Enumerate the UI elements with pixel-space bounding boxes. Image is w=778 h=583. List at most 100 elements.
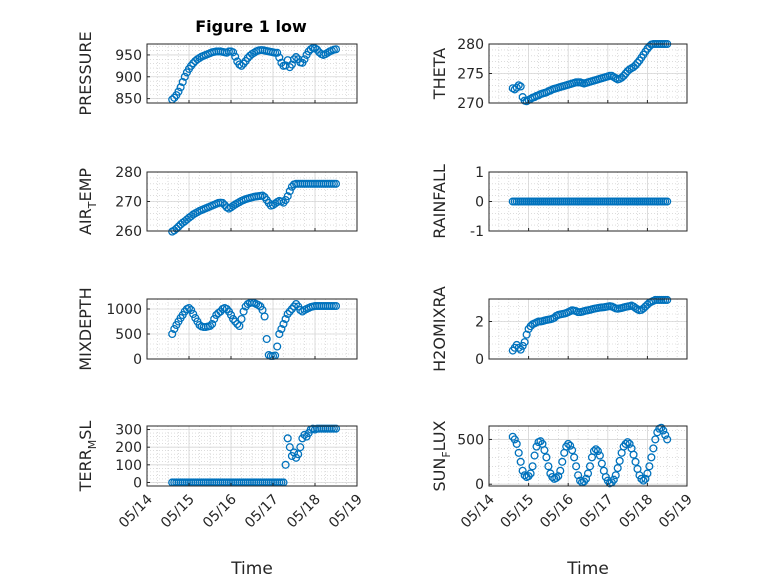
subplot-terr-msl-ytick-label: 300 xyxy=(115,423,142,439)
subplot-rainfall-ytick-label: -1 xyxy=(470,224,484,240)
subplot-mixdepth-point xyxy=(239,307,248,316)
subplot-sun-flux-point xyxy=(554,472,563,481)
subplot-mixdepth-point xyxy=(298,307,307,316)
subplot-sun-flux-point xyxy=(639,476,648,485)
subplot-terr-msl-ylabel: TERRMSL xyxy=(76,421,99,493)
subplot-sun-flux-point xyxy=(613,464,622,473)
subplot-h2omixra-ytick-label: 2 xyxy=(475,315,484,331)
subplot-pressure-point xyxy=(174,87,183,96)
subplot-grid: 850 900 950 PRESSURE 270 275 280 THETA 260 270 280… xyxy=(76,31,696,579)
subplot-sun-flux-point xyxy=(526,469,535,478)
subplot-pressure-point xyxy=(287,60,296,69)
subplot-sun-flux-point xyxy=(629,450,638,459)
subplot-air-temp-ylabel-subscript: T xyxy=(86,201,99,209)
subplot-mixdepth-point xyxy=(226,310,236,320)
subplot-h2omixra: 0 2 H2OMIXRA xyxy=(430,286,688,372)
subplot-air-temp-ylabel-part: AIR xyxy=(76,208,95,235)
subplot-sun-flux-point xyxy=(609,475,618,484)
subplot-pressure-point xyxy=(331,45,341,54)
subplot-mixdepth-point xyxy=(283,309,292,319)
subplot-h2omixra-ylabel: H2OMIXRA xyxy=(430,286,449,372)
subplot-sun-flux-point xyxy=(585,462,595,471)
subplot-air-temp-ylabel: AIRTEMP xyxy=(76,168,99,235)
subplot-theta-point xyxy=(619,71,628,80)
subplot-sun-flux-point xyxy=(574,471,583,480)
subplot-sun-flux-ytick-label: 500 xyxy=(457,432,484,448)
subplot-sun-flux-point xyxy=(516,457,525,466)
subplot-mixdepth-ytick-label: 0 xyxy=(133,352,142,368)
subplot-pressure-ytick-label: 950 xyxy=(115,48,142,64)
subplot-mixdepth-ylabel: MIXDEPTH xyxy=(76,287,95,370)
subplot-mixdepth-ytick-label: 500 xyxy=(115,327,142,343)
subplot-theta-ytick-label: 275 xyxy=(457,67,484,83)
subplot-pressure-ytick-label: 900 xyxy=(115,70,142,86)
subplot-sun-flux-point xyxy=(544,462,553,471)
subplot-sun-flux-point xyxy=(631,457,640,466)
subplot-air-temp-ytick-label: 280 xyxy=(115,165,142,181)
subplot-air-temp-point xyxy=(229,201,238,210)
subplot-pressure-point xyxy=(275,53,284,62)
subplot-sun-flux-point xyxy=(572,462,581,471)
subplot-mixdepth: 0 500 1000 MIXDEPTH xyxy=(76,287,358,371)
subplot-sun-flux-point xyxy=(659,426,668,435)
subplot-sun-flux-point xyxy=(621,439,630,448)
subplot-h2omixra-point xyxy=(663,295,672,304)
subplot-theta-point xyxy=(512,83,521,92)
subplot-sun-flux-point xyxy=(595,451,604,460)
subplot-sun-flux-point xyxy=(570,453,579,462)
subplot-mixdepth-point xyxy=(189,309,198,319)
subplot-pressure-point xyxy=(273,48,282,57)
subplot-pressure-point xyxy=(289,55,299,64)
subplot-theta: 270 275 280 THETA xyxy=(430,37,688,112)
subplot-sun-flux-point xyxy=(625,439,634,448)
subplot-rainfall: -1 0 1 RAINFALL xyxy=(430,164,688,240)
subplot-air-temp-point xyxy=(218,198,227,208)
subplot-theta-point xyxy=(631,61,640,70)
subplot-mixdepth-point xyxy=(210,314,219,324)
subplot-terr-msl-point xyxy=(285,443,294,452)
subplot-terr-msl-ytick-label: 100 xyxy=(115,458,142,474)
subplot-h2omixra-ytick-label: 0 xyxy=(475,352,484,368)
subplot-terr-msl-ylabel-part: TERR xyxy=(76,449,95,492)
subplot-sun-flux-point xyxy=(510,435,519,444)
subplot-mixdepth-point xyxy=(208,319,217,329)
subplot-pressure-point xyxy=(300,55,309,64)
subplot-terr-msl-xlabel: Time xyxy=(230,559,273,579)
subplot-sun-flux-point xyxy=(663,435,672,444)
subplot-sun-flux-xlabel: Time xyxy=(566,559,609,579)
subplot-mixdepth-point xyxy=(260,312,269,321)
subplot-rainfall-ytick-label: 1 xyxy=(475,165,484,181)
subplot-theta-ytick-label: 280 xyxy=(457,37,484,53)
subplot-mixdepth-point xyxy=(235,321,244,331)
subplot-mixdepth-point xyxy=(222,304,231,314)
subplot-sun-flux-point xyxy=(528,462,537,471)
subplot-air-temp-point xyxy=(285,187,294,196)
subplot-pressure-point xyxy=(176,83,185,92)
subplot-sun-flux-point xyxy=(556,466,565,475)
subplot-air-temp-ylabel-rest: EMP xyxy=(76,168,95,202)
subplot-sun-flux-point xyxy=(589,447,598,456)
subplot-terr-msl-axes-box xyxy=(146,425,358,487)
subplot-h2omixra-axes-box xyxy=(488,298,688,360)
subplot-sun-flux-point xyxy=(651,435,660,444)
subplot-sun-flux-point xyxy=(566,441,575,450)
subplot-mixdepth-point xyxy=(184,303,194,313)
subplot-pressure: 850 900 950 PRESSURE xyxy=(76,31,358,116)
subplot-sun-flux-point xyxy=(593,447,602,456)
subplot-terr-msl-point xyxy=(331,424,341,433)
subplot-sun-flux-ylabel-subscript: F xyxy=(440,451,453,457)
subplot-sun-flux-point xyxy=(597,459,606,468)
subplot-sun-flux-point xyxy=(518,466,527,475)
subplot-pressure-point xyxy=(180,72,189,81)
subplot-rainfall-ytick-label: 0 xyxy=(475,195,484,211)
subplot-sun-flux-point xyxy=(643,469,652,478)
subplot-mixdepth-ytick-label: 1000 xyxy=(106,302,142,318)
subplot-mixdepth-point xyxy=(233,319,242,329)
subplot-rainfall-ylabel: RAINFALL xyxy=(430,164,449,239)
subplot-sun-flux-ytick-label: 0 xyxy=(475,477,484,493)
subplot-air-temp-ytick-label: 270 xyxy=(115,195,142,211)
subplot-h2omixra-point xyxy=(520,338,529,347)
subplot-sun-flux-point xyxy=(564,439,573,448)
subplot-sun-flux-point xyxy=(540,446,549,455)
subplot-sun-flux-point xyxy=(641,474,650,483)
